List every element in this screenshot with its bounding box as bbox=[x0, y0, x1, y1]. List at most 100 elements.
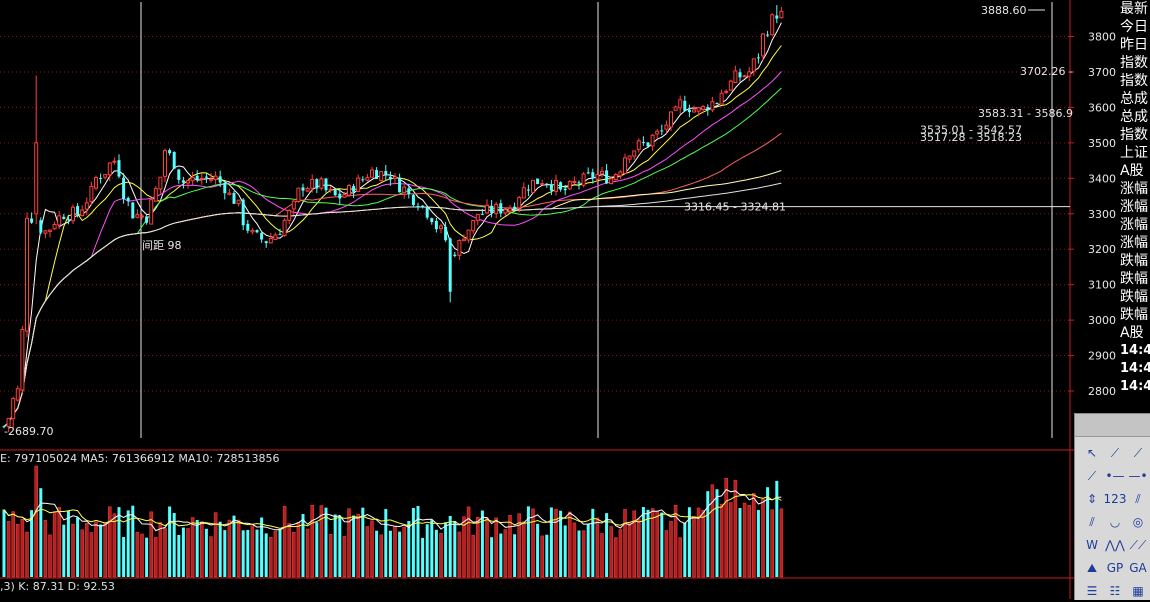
candle-body bbox=[135, 214, 140, 218]
candle-body bbox=[545, 183, 549, 185]
y-tick-label: 2900 bbox=[1088, 350, 1116, 363]
mountain-tool[interactable]: ⛰ bbox=[1086, 560, 1098, 575]
volume-bar bbox=[393, 526, 397, 578]
candle-body bbox=[531, 179, 535, 193]
volume-bar bbox=[664, 530, 669, 578]
candle-body bbox=[227, 192, 232, 195]
y-tick-label: 3500 bbox=[1088, 137, 1116, 150]
candle-body bbox=[411, 194, 415, 206]
candle-body bbox=[710, 101, 715, 111]
candle-body bbox=[503, 209, 508, 214]
candle-body bbox=[62, 216, 66, 219]
side-panel-time: 14:4 bbox=[1120, 361, 1150, 376]
parallel-tool[interactable]: ⫽ bbox=[1135, 491, 1141, 506]
volume-bar bbox=[6, 521, 11, 578]
candle-body bbox=[213, 175, 218, 181]
volume-bar bbox=[200, 521, 204, 578]
candle-body bbox=[673, 106, 678, 111]
candle-body bbox=[444, 226, 448, 241]
volume-ma5-line bbox=[3, 488, 782, 532]
volume-bar bbox=[213, 512, 218, 578]
volume-bar bbox=[586, 523, 590, 577]
side-panel-row: 涨幅 bbox=[1120, 217, 1148, 233]
side-panel-row: 指数 bbox=[1120, 127, 1148, 143]
candle-body bbox=[375, 170, 379, 180]
candle-body bbox=[517, 197, 522, 209]
ray-tool[interactable]: ⟋ bbox=[1133, 445, 1143, 460]
mark-line-tool[interactable]: •— bbox=[1105, 469, 1125, 483]
candle-body bbox=[521, 187, 526, 199]
volume-bar bbox=[352, 515, 356, 577]
volume-bar bbox=[715, 489, 719, 577]
range-label-r2: 3583.31 - 3586.9 bbox=[978, 107, 1073, 120]
volume-bar bbox=[85, 523, 89, 578]
candle-body bbox=[199, 177, 204, 180]
side-panel-row: 总成 bbox=[1120, 109, 1148, 125]
volume-bar bbox=[149, 511, 153, 578]
volume-bar bbox=[466, 506, 471, 578]
ruler-tool[interactable]: ☷ bbox=[1109, 584, 1121, 598]
side-panel-row: 最新 bbox=[1120, 1, 1148, 17]
candle-body bbox=[356, 177, 361, 192]
side-panel-row: 今日 bbox=[1120, 19, 1148, 35]
candle-body bbox=[172, 151, 176, 169]
candle-body bbox=[287, 209, 292, 221]
volume-bar bbox=[140, 533, 144, 578]
vertical-arrow-tool[interactable]: ⇕ bbox=[1086, 492, 1098, 506]
range-label-r5: 3316.45 - 3324.81 bbox=[684, 201, 786, 214]
wave-tool[interactable]: W bbox=[1086, 538, 1098, 552]
arrow-line-tool[interactable]: —• bbox=[1128, 469, 1148, 483]
fan-tool[interactable]: ⟋⟋ bbox=[1129, 537, 1147, 552]
volume-bar bbox=[430, 520, 434, 577]
candle-body bbox=[39, 220, 43, 233]
circle-tool[interactable]: ◎ bbox=[1132, 515, 1144, 529]
ga-tool[interactable]: GA bbox=[1129, 561, 1147, 575]
channel-tool[interactable]: ⫽ bbox=[1089, 514, 1095, 529]
volume-bar bbox=[457, 531, 462, 578]
candle-body bbox=[122, 177, 126, 200]
candle-body bbox=[471, 219, 476, 232]
candle-body bbox=[218, 176, 222, 183]
volume-bar bbox=[287, 523, 291, 578]
volume-bar bbox=[177, 534, 181, 577]
volume-bar bbox=[384, 509, 388, 577]
toolbox-titlebar[interactable] bbox=[1075, 414, 1150, 437]
candle-body bbox=[646, 142, 650, 147]
line-tool[interactable]: ⟋ bbox=[1110, 445, 1120, 460]
volume-bar bbox=[480, 510, 484, 577]
y-tick-label: 3000 bbox=[1088, 314, 1116, 327]
candle-body bbox=[112, 160, 117, 163]
volume-bar bbox=[342, 535, 347, 578]
segment-tool[interactable]: ⟋ bbox=[1087, 468, 1097, 483]
candle-body bbox=[103, 174, 108, 178]
candle-body bbox=[655, 130, 660, 135]
candle-body bbox=[168, 150, 172, 154]
arc-tool[interactable]: ◡ bbox=[1109, 515, 1121, 529]
volume-bar bbox=[158, 522, 163, 578]
candle-body bbox=[499, 203, 503, 214]
volume-bar bbox=[761, 498, 765, 578]
volume-bar bbox=[370, 520, 374, 578]
candle-body bbox=[107, 162, 112, 176]
candle-body bbox=[636, 140, 641, 150]
candle-body bbox=[342, 194, 347, 198]
gp-tool[interactable]: GP bbox=[1106, 561, 1124, 575]
candle-body bbox=[204, 176, 208, 178]
drawing-toolbox: ↖ ⟋ ⟋ ⟋ •— —• ⇕ 123 ⫽ ⫽ ◡ ◎ W ⋀⋀ ⟋⟋ ⛰ GP GA ☰ ☷ ▦ bbox=[1074, 413, 1150, 600]
candle-body bbox=[706, 107, 710, 110]
fib-tool[interactable]: ☰ bbox=[1086, 584, 1098, 598]
candle-body bbox=[347, 185, 351, 196]
range-label-r4: 3517.28 - 3518.23 bbox=[920, 131, 1022, 144]
volume-bar bbox=[706, 491, 710, 577]
candle-body bbox=[650, 134, 655, 147]
candle-body bbox=[480, 213, 484, 215]
grid-tool[interactable]: ▦ bbox=[1132, 584, 1144, 598]
zigzag-tool[interactable]: ⋀⋀ bbox=[1105, 538, 1125, 552]
candle-body bbox=[738, 72, 742, 78]
wave-number-tool[interactable]: 123 bbox=[1103, 492, 1127, 506]
volume-bar bbox=[25, 531, 29, 578]
volume-bar bbox=[145, 537, 149, 577]
volume-bar bbox=[687, 507, 691, 577]
pointer-tool[interactable]: ↖ bbox=[1086, 446, 1098, 460]
